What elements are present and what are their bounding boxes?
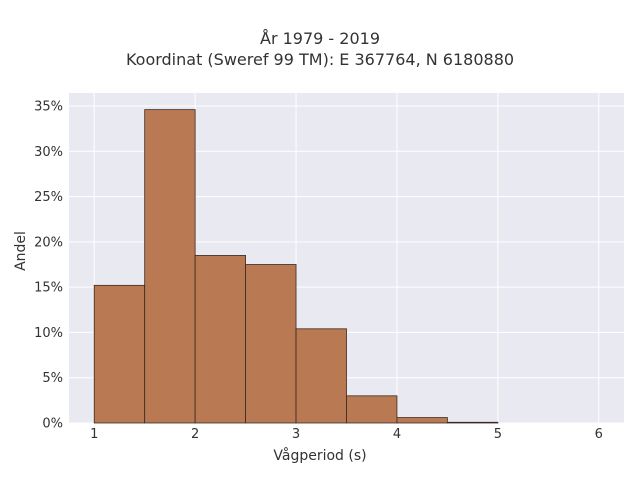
histogram-bar — [295, 328, 347, 424]
y-tick-label: 35% — [34, 100, 63, 115]
x-tick-label: 2 — [191, 427, 199, 442]
histogram-bar — [144, 109, 196, 424]
y-tick-label: 20% — [34, 235, 63, 250]
y-tick-label: 0% — [42, 417, 63, 432]
histogram-bar — [93, 284, 146, 424]
y-tick-label: 30% — [34, 145, 63, 160]
y-tick-label: 25% — [34, 190, 63, 205]
x-tick-labels: 1 2 3 4 5 6 — [90, 427, 603, 442]
histogram-bars — [93, 109, 499, 424]
chart-title-line-1: År 1979 - 2019 — [260, 29, 380, 48]
x-axis-title: Vågperiod (s) — [273, 448, 367, 464]
chart-title-line-2: Koordinat (Sweref 99 TM): E 367764, N 61… — [125, 50, 515, 69]
histogram-bar — [245, 264, 297, 424]
y-tick-label: 5% — [42, 371, 63, 386]
y-axis-title: Andel — [13, 231, 29, 271]
x-tick-label: 6 — [595, 427, 603, 442]
x-tick-label: 5 — [494, 427, 502, 442]
y-tick-label: 10% — [34, 326, 63, 341]
x-tick-label: 4 — [393, 427, 401, 442]
x-tick-label: 1 — [90, 427, 98, 442]
histogram-bar — [194, 255, 246, 424]
y-tick-label: 15% — [34, 281, 63, 296]
histogram-bar — [447, 421, 499, 424]
histogram-bar — [396, 417, 448, 424]
histogram-bar — [346, 395, 398, 424]
y-tick-labels: 0% 5% 10% 15% 20% 25% 30% 35% — [34, 100, 63, 432]
x-tick-label: 3 — [292, 427, 300, 442]
